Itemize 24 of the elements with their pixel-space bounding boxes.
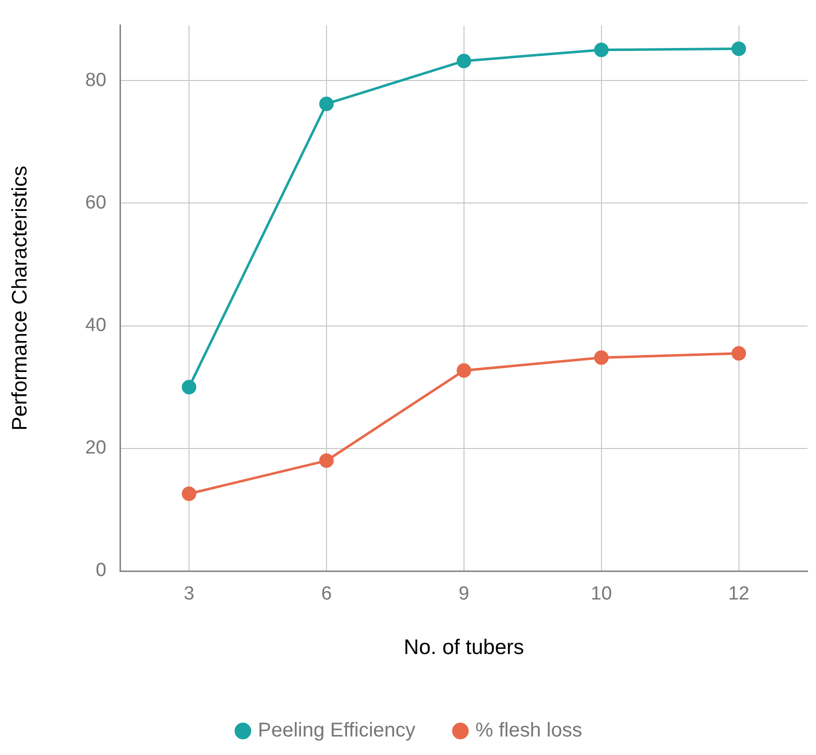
point bbox=[182, 486, 196, 502]
y-tick-label: 60 bbox=[85, 192, 106, 214]
point bbox=[732, 346, 746, 361]
x-axis-title: No. of tubers bbox=[404, 636, 524, 660]
point bbox=[732, 41, 746, 56]
y-axis-title: Performance Characteristics bbox=[8, 166, 32, 431]
x-tick-label: 9 bbox=[458, 584, 470, 605]
point bbox=[456, 363, 472, 378]
point bbox=[319, 96, 334, 112]
point bbox=[182, 380, 196, 394]
point bbox=[319, 453, 334, 468]
y-tick-label: 0 bbox=[96, 560, 106, 582]
x-tick-label: 12 bbox=[728, 584, 750, 605]
point bbox=[594, 42, 609, 58]
x-tick-label: 3 bbox=[184, 584, 194, 605]
y-tick-label: 20 bbox=[85, 438, 106, 459]
x-tick-label: 10 bbox=[590, 584, 612, 605]
point bbox=[594, 350, 609, 365]
y-tick-label: 80 bbox=[85, 70, 106, 91]
y-tick-label: 40 bbox=[85, 315, 106, 336]
point bbox=[456, 54, 472, 68]
legend-label: Peeling Efficiency bbox=[258, 720, 416, 742]
legend-label: % flesh loss bbox=[475, 720, 582, 742]
x-tick-label: 6 bbox=[321, 584, 332, 605]
